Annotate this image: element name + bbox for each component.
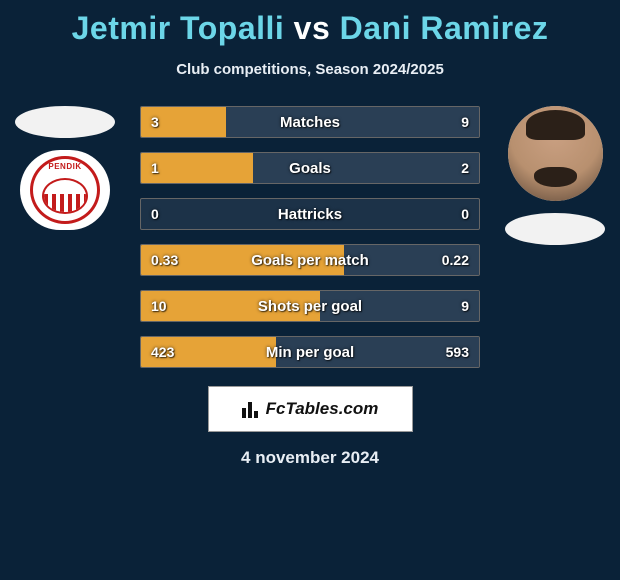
right-player-avatar: [508, 106, 603, 201]
brand-box: FcTables.com: [208, 386, 413, 432]
left-player-avatar-placeholder: [15, 106, 115, 138]
stat-bar-row: 12Goals: [140, 152, 480, 184]
main: PENDIK 39Matches 12Goals 0 0Hattricks 0.330.…: [0, 106, 620, 468]
brand-chart-icon: [242, 400, 260, 418]
left-club-name: PENDIK: [30, 162, 100, 171]
right-club-badge-placeholder: [505, 213, 605, 245]
stat-bar-fill-right: [253, 153, 479, 183]
date: 4 november 2024: [0, 448, 620, 468]
stat-bar-fill-right: [320, 291, 479, 321]
stat-bar-row: 0 0Hattricks: [140, 198, 480, 230]
page-title: Jetmir Topalli vs Dani Ramirez: [0, 0, 620, 47]
title-vs: vs: [294, 10, 331, 46]
stat-bar-fill-right: [276, 337, 479, 367]
stat-bar-fill-right: [226, 107, 480, 137]
title-player2: Dani Ramirez: [340, 10, 549, 46]
stat-bars: 39Matches 12Goals 0 0Hattricks 0.330.22Goals…: [140, 106, 480, 368]
stat-bar-row: 0.330.22Goals per match: [140, 244, 480, 276]
stat-label: Hattricks: [141, 199, 479, 229]
stat-bar-fill-left: [141, 245, 344, 275]
face-icon: [508, 106, 603, 201]
stat-value-left: 0: [141, 199, 169, 229]
stat-bar-fill-left: [141, 337, 276, 367]
stat-bar-fill-left: [141, 153, 253, 183]
stat-bar-row: 39Matches: [140, 106, 480, 138]
stat-bar-fill-right: [344, 245, 479, 275]
stat-bar-fill-left: [141, 291, 320, 321]
left-player-column: PENDIK: [10, 106, 120, 230]
stat-value-right: 0: [451, 199, 479, 229]
content-root: Jetmir Topalli vs Dani Ramirez Club comp…: [0, 0, 620, 580]
title-player1: Jetmir Topalli: [72, 10, 285, 46]
stat-bar-fill-left: [141, 107, 226, 137]
right-player-column: [500, 106, 610, 245]
stat-bar-row: 423593Min per goal: [140, 336, 480, 368]
pendik-badge-icon: PENDIK: [30, 156, 100, 224]
left-club-badge: PENDIK: [20, 150, 110, 230]
stat-bar-row: 109Shots per goal: [140, 290, 480, 322]
brand-text: FcTables.com: [266, 399, 379, 419]
subtitle: Club competitions, Season 2024/2025: [0, 61, 620, 78]
